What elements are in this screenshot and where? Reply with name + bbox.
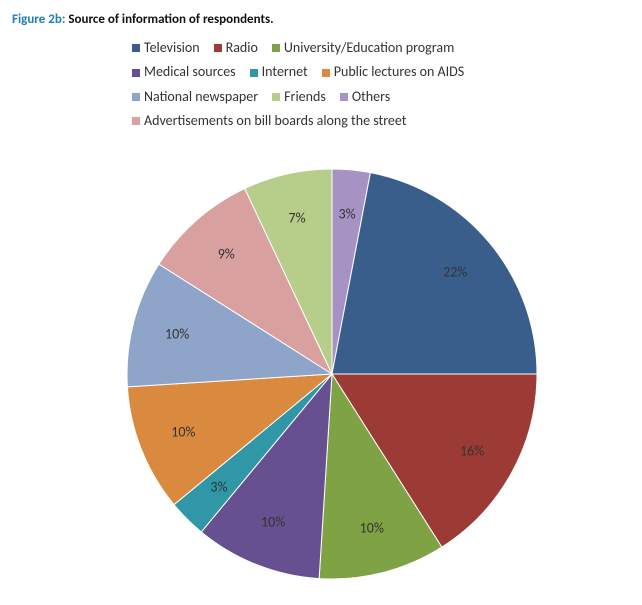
legend-item: University/Education program (272, 37, 454, 59)
legend-item: Advertisements on bill boards along the … (132, 110, 406, 132)
legend-label: Radio (226, 37, 258, 59)
legend-label: Public lectures on AIDS (334, 61, 464, 83)
slice-label: 22% (443, 263, 467, 280)
legend-swatch (214, 44, 222, 52)
legend-swatch (322, 69, 330, 77)
chart-legend: Television Radio University/Education prog… (132, 37, 630, 133)
figure-caption: Figure 2b: Source of information of resp… (12, 12, 630, 27)
legend-label: Others (352, 86, 390, 108)
slice-label: 10% (360, 520, 384, 537)
slice-label: 9% (218, 245, 235, 262)
legend-label: Advertisements on bill boards along the … (144, 110, 406, 132)
legend-row: Advertisements on bill boards along the … (132, 110, 630, 132)
legend-swatch (340, 93, 348, 101)
slice-label: 10% (171, 424, 195, 441)
legend-label: National newspaper (144, 86, 258, 108)
legend-item: Public lectures on AIDS (322, 61, 464, 83)
legend-row: Medical sources Internet Public lectures o… (132, 61, 630, 83)
legend-label: Medical sources (144, 61, 236, 83)
figure-caption-text: Source of information of respondents. (68, 12, 273, 27)
legend-item: Radio (214, 37, 258, 59)
legend-row: National newspaper Friends Others (132, 86, 630, 108)
slice-label: 10% (261, 514, 285, 531)
legend-label: Friends (284, 86, 326, 108)
figure-2b: Figure 2b: Source of information of resp… (0, 0, 642, 605)
legend-swatch (132, 93, 140, 101)
slice-label: 3% (338, 206, 355, 223)
legend-label: Television (144, 37, 200, 59)
figure-caption-label: Figure 2b: (12, 12, 65, 27)
legend-item: Medical sources (132, 61, 236, 83)
legend-label: Internet (262, 61, 308, 83)
legend-swatch (132, 69, 140, 77)
legend-item: National newspaper (132, 86, 258, 108)
legend-row: Television Radio University/Education prog… (132, 37, 630, 59)
legend-item: Internet (250, 61, 308, 83)
legend-label: University/Education program (284, 37, 454, 59)
pie-svg (12, 139, 630, 589)
slice-label: 7% (289, 209, 306, 226)
legend-swatch (250, 69, 258, 77)
legend-item: Others (340, 86, 390, 108)
slice-label: 3% (210, 478, 227, 495)
legend-swatch (132, 44, 140, 52)
legend-swatch (272, 44, 280, 52)
slice-label: 16% (460, 442, 484, 459)
legend-item: Television (132, 37, 200, 59)
slice-label: 10% (165, 325, 189, 342)
pie-chart: 3% 22% 16% 10% 10% 3% 10% 10% 9% 7% (12, 139, 630, 589)
legend-swatch (132, 117, 140, 125)
legend-swatch (272, 93, 280, 101)
legend-item: Friends (272, 86, 326, 108)
